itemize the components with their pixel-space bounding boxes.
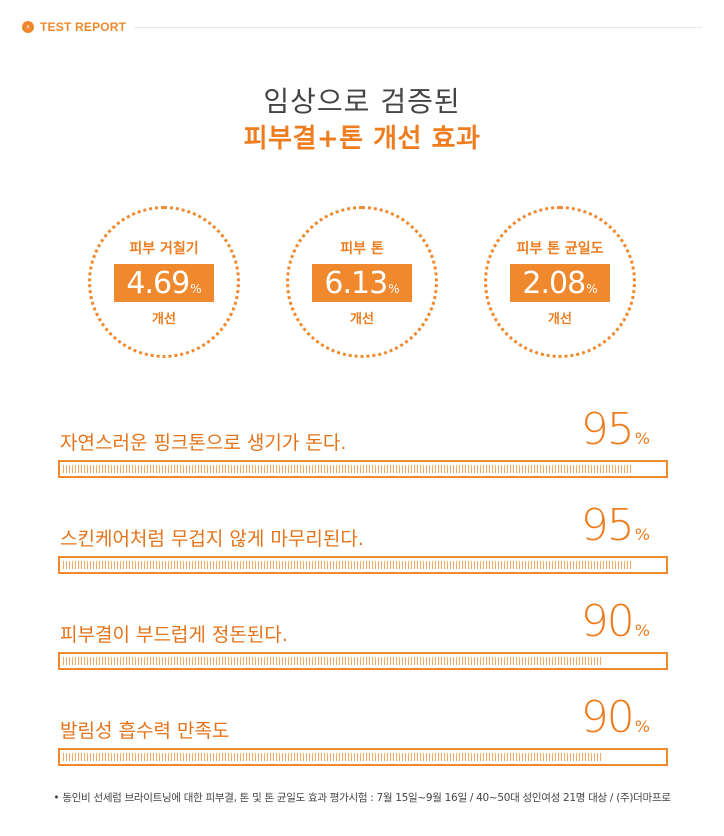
result-circles: 피부 거칠기 4.69% 개선 피부 톤 6.13% 개선 피부 톤 균일도 2…: [0, 206, 724, 366]
bar-percent: 90%: [581, 596, 650, 647]
bar-track: [58, 556, 668, 574]
headline-line2-wrap: 피부결+톤 개선 효과: [0, 118, 724, 155]
result-circle-roughness: 피부 거칠기 4.69% 개선: [88, 206, 240, 358]
circle-value: 4.69: [126, 265, 190, 301]
bar-percent-number: 95: [580, 500, 635, 551]
bar-fill: [63, 753, 603, 761]
result-circle-tone-evenness: 피부 톤 균일도 2.08% 개선: [484, 206, 636, 358]
circle-title: 피부 거칠기: [129, 240, 199, 257]
circle-title: 피부 톤 균일도: [516, 240, 604, 257]
bar-label: 자연스러운 핑크톤으로 생기가 돈다.: [60, 432, 347, 454]
bar-percent: 95%: [581, 500, 650, 551]
chevron-right-icon: ›: [22, 21, 34, 33]
bar-fill: [63, 465, 633, 473]
result-circle-tone: 피부 톤 6.13% 개선: [286, 206, 438, 358]
header-divider: [134, 26, 702, 28]
circle-value-box: 2.08%: [510, 263, 610, 302]
section-header: › TEST REPORT: [22, 14, 702, 40]
section-label: TEST REPORT: [40, 20, 127, 34]
bar-percent-number: 90: [580, 596, 635, 647]
headline-line2: 피부결+톤 개선 효과: [229, 118, 495, 155]
circle-footer: 개선: [152, 311, 176, 327]
bar-label: 발림성 흡수력 만족도: [60, 720, 230, 742]
bar-percent-unit: %: [634, 621, 650, 640]
bar-percent-unit: %: [634, 525, 650, 544]
bar-percent-unit: %: [634, 429, 650, 448]
bar-track: [58, 748, 668, 766]
circle-title: 피부 톤: [340, 240, 384, 257]
bar-fill: [63, 657, 603, 665]
bar-percent: 90%: [581, 692, 650, 743]
circle-value: 6.13: [324, 265, 388, 301]
bar-percent-number: 95: [580, 404, 635, 455]
circle-value-box: 4.69%: [114, 263, 214, 302]
circle-unit: %: [190, 281, 202, 296]
bar-percent: 95%: [581, 404, 650, 455]
circle-value-box: 6.13%: [312, 263, 412, 302]
bar-track: [58, 652, 668, 670]
bar-percent-number: 90: [580, 692, 635, 743]
circle-footer: 개선: [350, 311, 374, 327]
circle-value: 2.08: [522, 265, 586, 301]
headline-line1: 임상으로 검증된: [263, 85, 461, 118]
bar-percent-unit: %: [634, 717, 650, 736]
circle-unit: %: [388, 281, 400, 296]
bar-label: 스킨케어처럼 무겁지 않게 마무리된다.: [60, 528, 364, 550]
circle-unit: %: [586, 281, 598, 296]
bar-fill: [63, 561, 633, 569]
circle-footer: 개선: [548, 311, 572, 327]
footnote: • 동인비 선세럼 브라이트닝에 대한 피부결, 톤 및 톤 균일도 효과 평가…: [53, 792, 671, 804]
bar-track: [58, 460, 668, 478]
bar-label: 피부결이 부드럽게 정돈된다.: [60, 624, 288, 646]
